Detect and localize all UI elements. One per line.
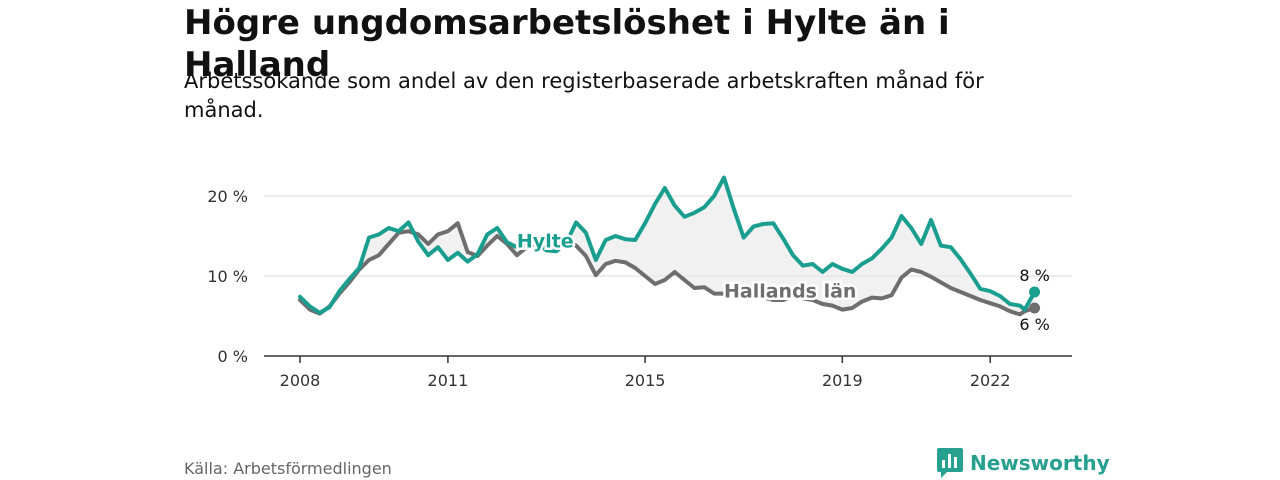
x-tick-label: 2015 [625, 371, 666, 390]
y-tick-label: 20 % [207, 187, 248, 206]
series-label-hallands-lan: Hallands län [724, 280, 856, 302]
x-tick-label: 2008 [280, 371, 321, 390]
x-tick-label: 2011 [428, 371, 469, 390]
series-line-hylte [298, 175, 1037, 315]
gap-fill-area [300, 177, 1035, 315]
x-tick-label: 2019 [822, 371, 863, 390]
x-tick-label: 2022 [970, 371, 1011, 390]
y-axis-ticks: 0 % 10 % 20 % [207, 187, 248, 366]
newsworthy-logo-icon [937, 448, 963, 478]
end-point-hylte [1029, 286, 1041, 298]
series-label-hylte: Hylte [517, 231, 574, 253]
y-tick-label: 0 % [218, 347, 248, 366]
x-axis-ticks: 2008 2011 2015 2019 2022 [280, 356, 1011, 390]
end-label-hylte: 8 % [1019, 266, 1049, 285]
end-point-hallands-lan [1029, 302, 1041, 314]
brand-name: Newsworthy [970, 451, 1110, 475]
series-line-hallands-lan [298, 221, 1037, 317]
brand-logo[interactable]: Newsworthy [937, 448, 1110, 478]
source-note: Källa: Arbetsförmedlingen [184, 459, 392, 478]
chart-title: Högre ungdomsarbetslöshet i Hylte än i H… [184, 3, 950, 85]
y-tick-label: 10 % [207, 267, 248, 286]
end-label-hallands-lan: 6 % [1019, 315, 1049, 334]
chart-subtitle: Arbetssökande som andel av den registerb… [184, 69, 984, 122]
